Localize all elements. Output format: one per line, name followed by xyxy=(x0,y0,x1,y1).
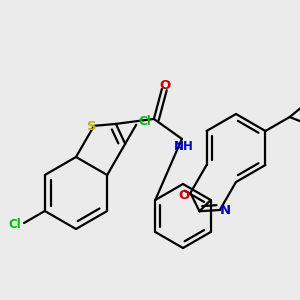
Text: NH: NH xyxy=(174,140,194,153)
Text: O: O xyxy=(179,190,190,202)
Text: Cl: Cl xyxy=(8,218,21,232)
Text: N: N xyxy=(219,205,230,218)
Text: O: O xyxy=(159,80,170,92)
Text: Cl: Cl xyxy=(138,115,151,128)
Text: S: S xyxy=(87,120,97,133)
